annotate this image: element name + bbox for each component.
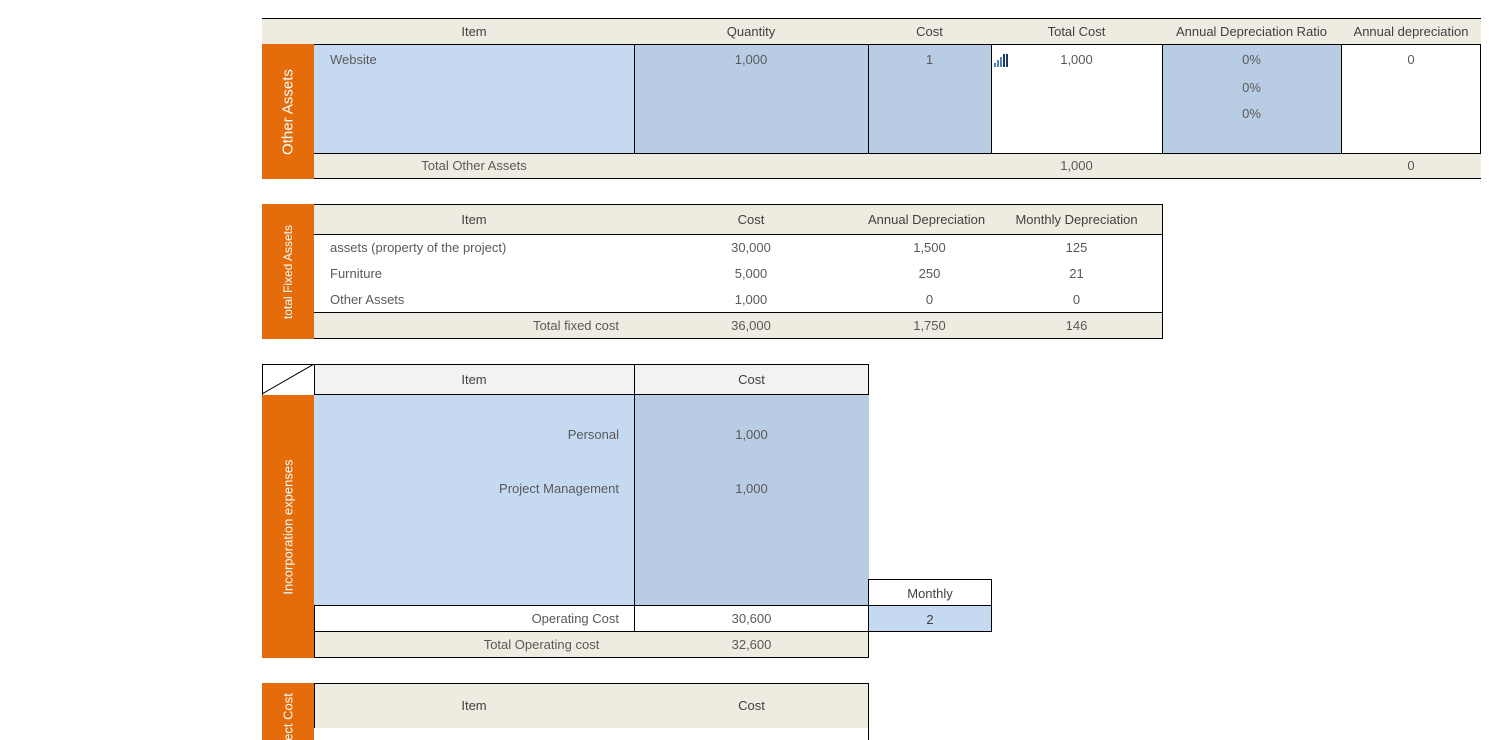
other-assets-annual-dep-value: 0 <box>1407 52 1415 67</box>
header-cost: Cost <box>916 24 943 39</box>
other-assets-total-annual-dep: 0 <box>1407 158 1415 173</box>
fa-total-label: Total fixed cost <box>533 318 619 333</box>
pc-body <box>314 728 869 740</box>
fa-header-item: Item <box>461 212 487 227</box>
fa-row1-cost: 30,000 <box>731 240 771 255</box>
ratio-value-1: 0% <box>1242 52 1261 67</box>
other-assets-total-cost-sum: 1,000 <box>1060 158 1093 173</box>
fa-row1-annual: 1,500 <box>913 240 946 255</box>
fixed-assets-body <box>314 235 1163 313</box>
other-assets-total-row <box>314 153 1481 179</box>
pc-side-label: ect Cost <box>262 683 314 740</box>
other-assets-annual-dep-cell <box>1341 45 1481 153</box>
inc-header-item: Item <box>461 372 487 387</box>
fa-header-annual-clip: Annual Depreciation <box>868 212 991 228</box>
header-total-cost: Total Cost <box>1047 24 1106 39</box>
header-item: Item <box>461 24 487 39</box>
fa-row3-monthly: 0 <box>1072 292 1081 307</box>
monthly-value-cell[interactable] <box>868 605 992 632</box>
fixed-assets-header-row <box>314 204 1163 235</box>
monthly-label-cell <box>868 579 992 606</box>
fa-row2-annual: 250 <box>918 266 941 281</box>
other-assets-cost-cell[interactable] <box>868 45 991 153</box>
operating-cost-value: 30,600 <box>731 611 772 626</box>
signal-bars-icon <box>993 52 1009 68</box>
fa-total-annual: 1,750 <box>913 318 946 333</box>
fa-header-monthly: Monthly Depreciation <box>1015 212 1138 227</box>
header-annual-dep-ratio: Annual Depreciation Ratio <box>1175 24 1328 39</box>
inc-item-cell[interactable] <box>314 395 634 605</box>
fa-row2-cost: 5,000 <box>734 266 768 281</box>
other-assets-quantity-cell[interactable] <box>634 45 868 153</box>
fa-row3-cost: 1,000 <box>734 292 768 307</box>
other-assets-ratio-cell[interactable] <box>1162 45 1341 153</box>
inc-row2-item: Project Management <box>499 481 619 496</box>
inc-row2-cost: 1,000 <box>735 481 768 496</box>
fixed-assets-side-label: total Fixed Assets <box>262 204 314 339</box>
other-assets-total-label: Total Other Assets <box>421 158 527 173</box>
other-assets-item-cell[interactable] <box>314 45 634 153</box>
fa-header-annual: Annual Depreciation <box>868 212 986 227</box>
ratio-value-3: 0% <box>1242 106 1261 121</box>
fa-row2-monthly: 21 <box>1069 266 1084 281</box>
other-assets-side-label: Other Assets <box>262 44 314 179</box>
inc-row1-cost: 1,000 <box>735 427 768 442</box>
total-operating-row <box>314 631 869 658</box>
operating-cost-label: Operating Cost <box>531 611 619 626</box>
other-assets-header-row <box>262 18 1481 45</box>
fa-total-cost: 36,000 <box>731 318 771 333</box>
other-assets-item-value: Website <box>330 52 377 67</box>
other-assets-cost-value: 1 <box>925 52 934 67</box>
inc-cost-cell[interactable] <box>634 395 869 605</box>
fa-row2-item: Furniture <box>330 266 383 281</box>
inc-row1-item: Personal <box>567 427 619 442</box>
fa-row3-annual: 0 <box>925 292 934 307</box>
ratio-value-2: 0% <box>1242 80 1261 95</box>
inc-header-cost: Cost <box>738 372 765 387</box>
header-annual-dep: Annual depreciation <box>1353 24 1469 39</box>
fa-row3-item: Other Assets <box>330 292 405 307</box>
other-assets-total-cost-value: 1,000 <box>1060 52 1093 67</box>
fixed-assets-total-row <box>314 312 1163 339</box>
inc-side-label: Incorporation expenses <box>262 395 314 658</box>
monthly-value: 2 <box>926 612 934 627</box>
total-operating-value: 32,600 <box>731 637 772 652</box>
corner-cell <box>262 364 314 395</box>
total-operating-label: Total Operating cost <box>483 637 600 652</box>
header-quantity: Quantity <box>726 24 776 39</box>
inc-header-row <box>314 364 869 395</box>
pc-header-cost: Cost <box>738 698 765 713</box>
fa-row1-monthly: 125 <box>1065 240 1088 255</box>
pc-header-item: Item <box>461 698 487 713</box>
fa-header-cost: Cost <box>737 212 765 227</box>
other-assets-quantity-value: 1,000 <box>734 52 768 67</box>
fa-total-monthly: 146 <box>1065 318 1088 333</box>
other-assets-total-cost-cell <box>991 45 1162 153</box>
monthly-label: Monthly <box>907 586 953 601</box>
fa-row1-item: assets (property of the project) <box>330 240 507 255</box>
